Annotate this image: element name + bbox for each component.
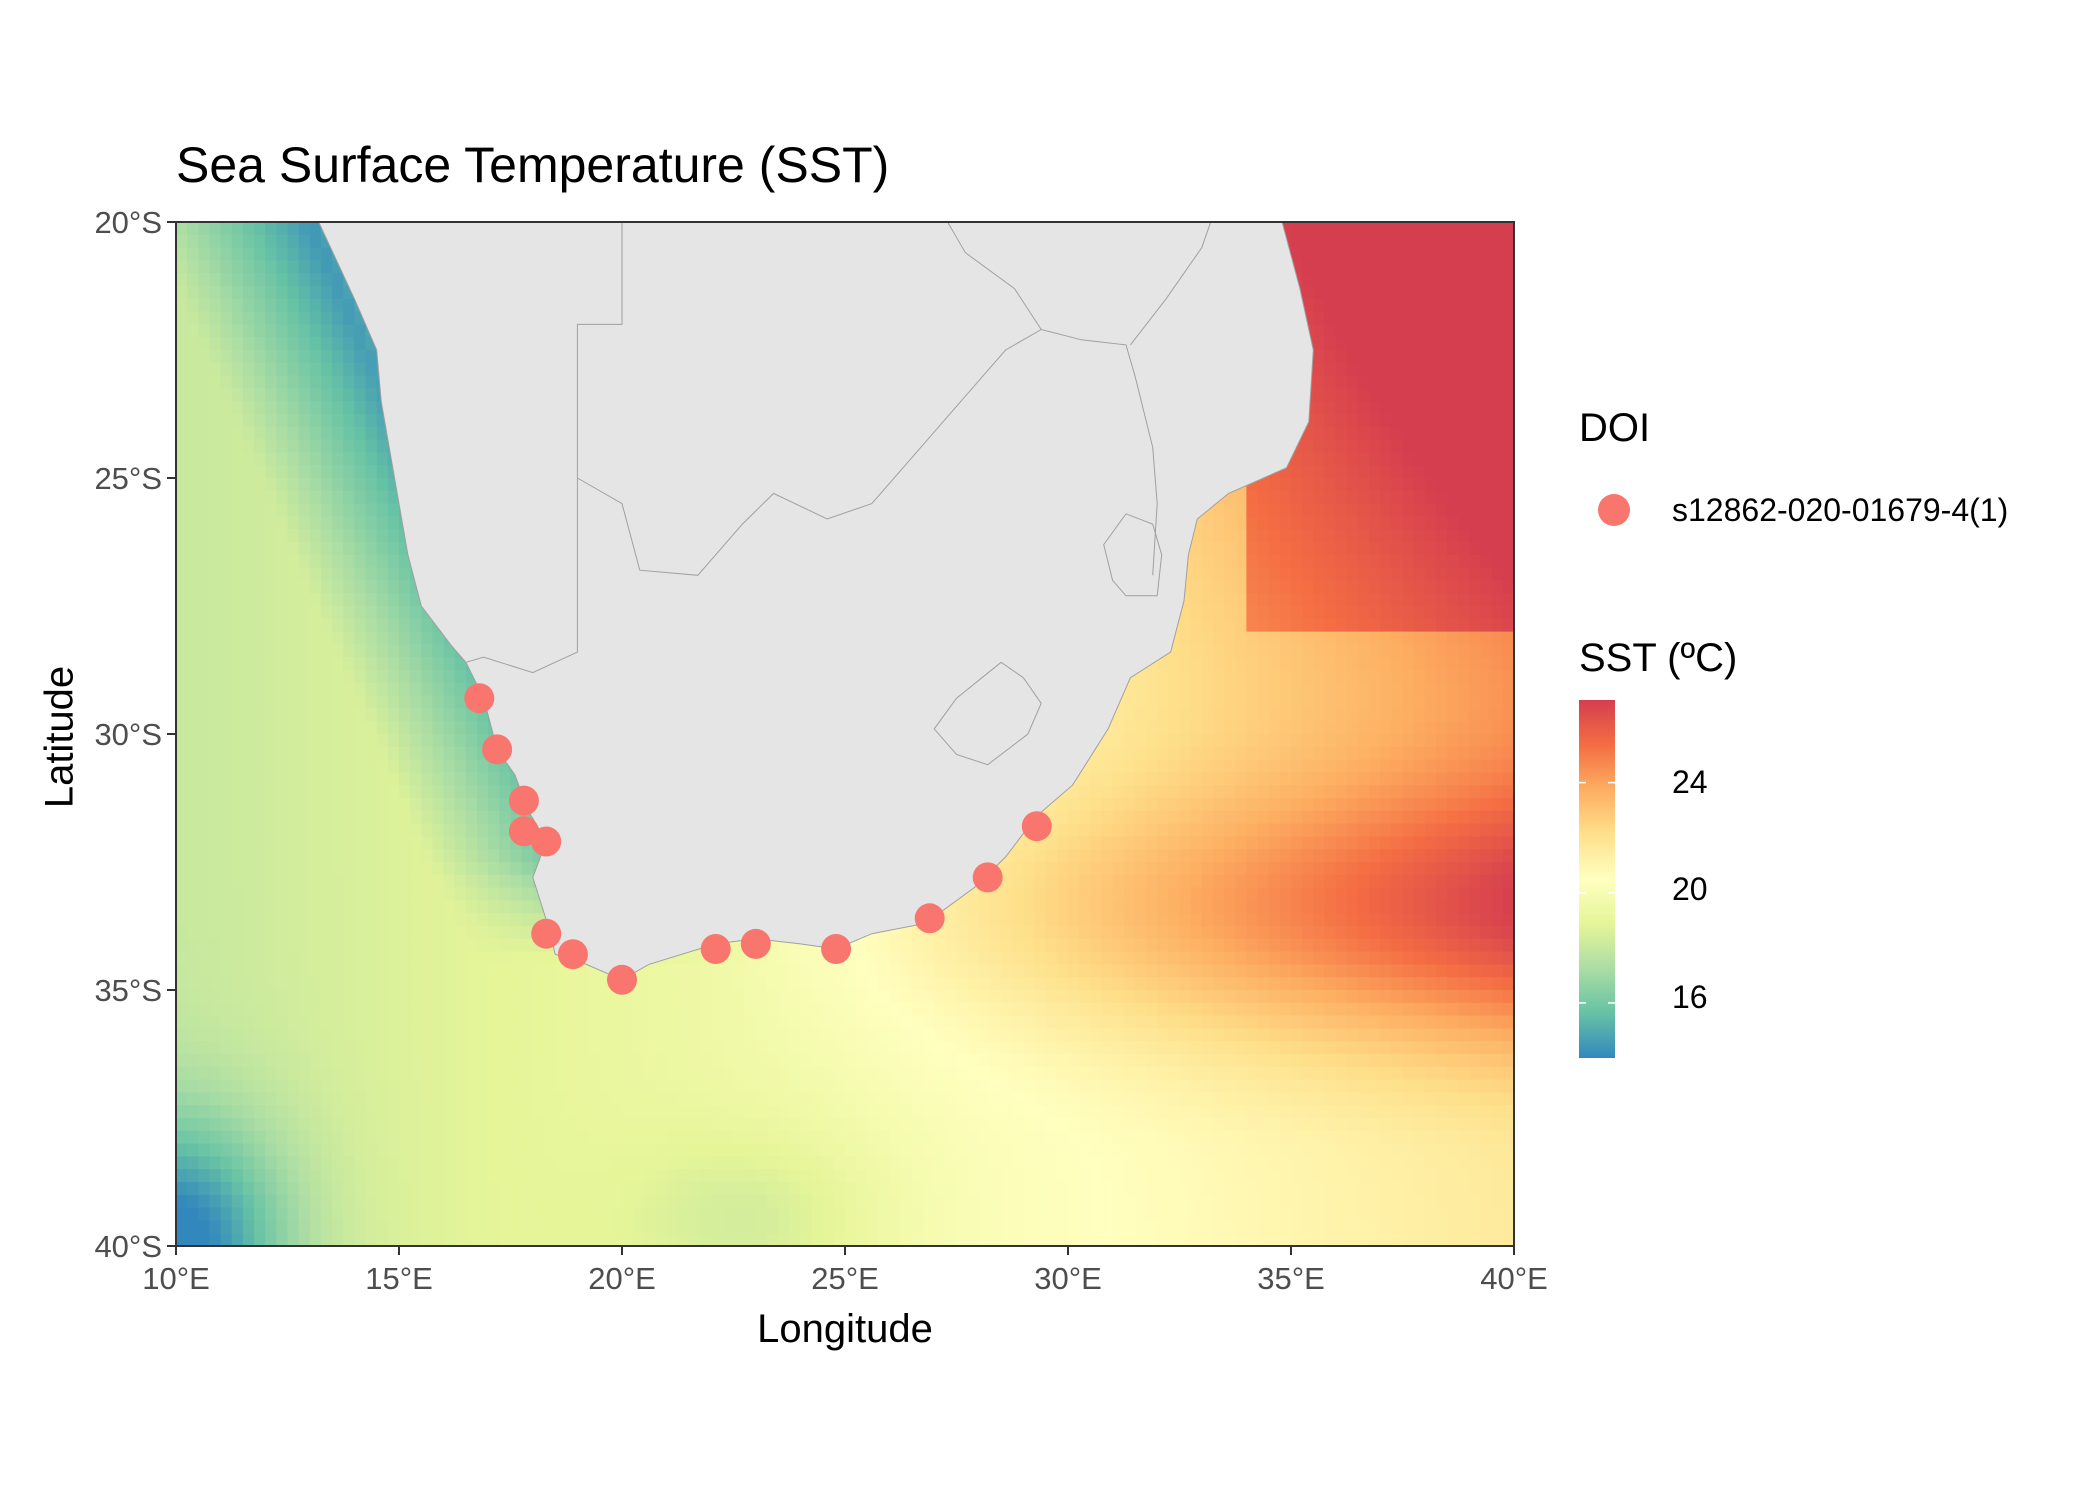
x-tick-label: 10°E [142, 1261, 210, 1296]
y-tick-label: 30°S [94, 717, 162, 752]
chart-title: Sea Surface Temperature (SST) [176, 137, 890, 193]
x-tick-label: 30°E [1034, 1261, 1102, 1296]
sample-point [821, 934, 852, 964]
sample-point [482, 734, 513, 765]
x-axis-ticks: 10°E 15°E 20°E 25°E 30°E 35°E 40°E [142, 1246, 1548, 1296]
y-tick-label: 25°S [94, 461, 162, 496]
sst-legend-break: 20 [1672, 871, 1708, 907]
x-tick-label: 25°E [811, 1261, 879, 1296]
sample-point [1021, 811, 1052, 842]
country-border [933, 661, 1042, 766]
sample-points [464, 683, 1052, 995]
colorbar-ticks [1579, 781, 1615, 1004]
country-border [465, 222, 623, 674]
sample-point [740, 928, 771, 959]
country-border [577, 329, 1042, 576]
y-tick-label: 40°S [94, 1229, 162, 1264]
country-border [1041, 329, 1158, 576]
x-tick-label: 20°E [588, 1261, 656, 1296]
sst-legend-title: SST (ºC) [1579, 636, 1738, 680]
y-axis-label: Latitude [37, 665, 82, 809]
sample-point [508, 785, 539, 816]
y-axis-ticks: 20°S 25°S 30°S 35°S 40°S [94, 205, 176, 1264]
sample-point [464, 683, 495, 714]
sst-legend-break: 16 [1672, 979, 1708, 1015]
x-tick-label: 40°E [1480, 1261, 1548, 1296]
country-border [947, 222, 1042, 330]
x-tick-label: 15°E [365, 1261, 433, 1296]
sample-point [972, 862, 1003, 893]
x-tick-label: 35°E [1257, 1261, 1325, 1296]
doi-legend-key [1598, 494, 1630, 526]
y-tick-label: 35°S [94, 973, 162, 1008]
sample-point [914, 903, 945, 934]
x-axis-label: Longitude [757, 1307, 933, 1351]
sample-point [531, 918, 562, 949]
country-border [1103, 513, 1163, 597]
sst-colorbar [1579, 700, 1615, 1058]
doi-legend-title: DOI [1579, 406, 1651, 450]
sample-point [531, 826, 562, 857]
y-tick-label: 20°S [94, 205, 162, 240]
sample-point [700, 934, 731, 964]
country-border [1130, 222, 1212, 346]
sample-point [557, 939, 588, 970]
sst-legend-break: 24 [1672, 764, 1708, 800]
sample-point [508, 816, 539, 847]
country-borders [465, 222, 1212, 766]
sample-point [607, 964, 637, 995]
land-mass [318, 222, 1314, 981]
doi-legend-label: s12862-020-01679-4(1) [1672, 492, 2009, 528]
